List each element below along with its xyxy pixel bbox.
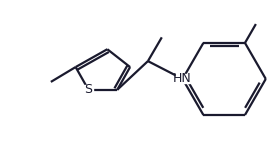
Text: S: S bbox=[85, 83, 92, 96]
Bar bbox=[176, 75, 190, 83]
Bar bbox=[83, 85, 94, 94]
Text: HN: HN bbox=[173, 72, 192, 85]
